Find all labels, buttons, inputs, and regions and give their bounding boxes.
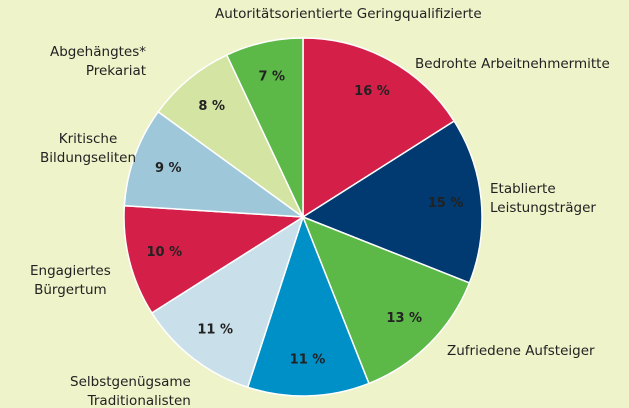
pie-slice [301, 120, 483, 284]
pie-slice [225, 37, 304, 218]
slice-label: Selbstgenügsame Traditionalisten [70, 374, 191, 408]
slice-label: Bedrohte Arbeitnehmermitte [415, 56, 610, 72]
value-label: 11 % [197, 323, 233, 338]
pie-slice [157, 54, 304, 218]
value-label: 8 % [198, 99, 225, 114]
value-label: 16 % [354, 84, 390, 99]
value-label: 7 % [258, 70, 285, 85]
slice-label: Kritische Bildungseliten [40, 131, 137, 166]
value-label: 9 % [155, 161, 182, 176]
pie-slice [301, 215, 471, 385]
value-label: 10 % [146, 245, 182, 260]
slice-label: Engagiertes Bürgertum [30, 263, 111, 298]
slice-label: Zufriedene Aufsteiger [447, 343, 595, 359]
value-label: 15 % [428, 196, 464, 211]
pie-slice [150, 215, 305, 389]
value-label: 13 % [386, 311, 422, 326]
value-label: 11 % [290, 353, 326, 368]
pie-slice [246, 214, 370, 397]
slice-label: Etablierte Leistungsträger [490, 181, 596, 216]
pie-slice [302, 37, 456, 219]
slice-label: Abgehängtes* Prekariat [50, 44, 147, 79]
pie-slice [123, 110, 306, 218]
slice-label: Autoritätsorientierte Geringqualifiziert… [215, 6, 482, 22]
pie-slice [123, 204, 306, 314]
